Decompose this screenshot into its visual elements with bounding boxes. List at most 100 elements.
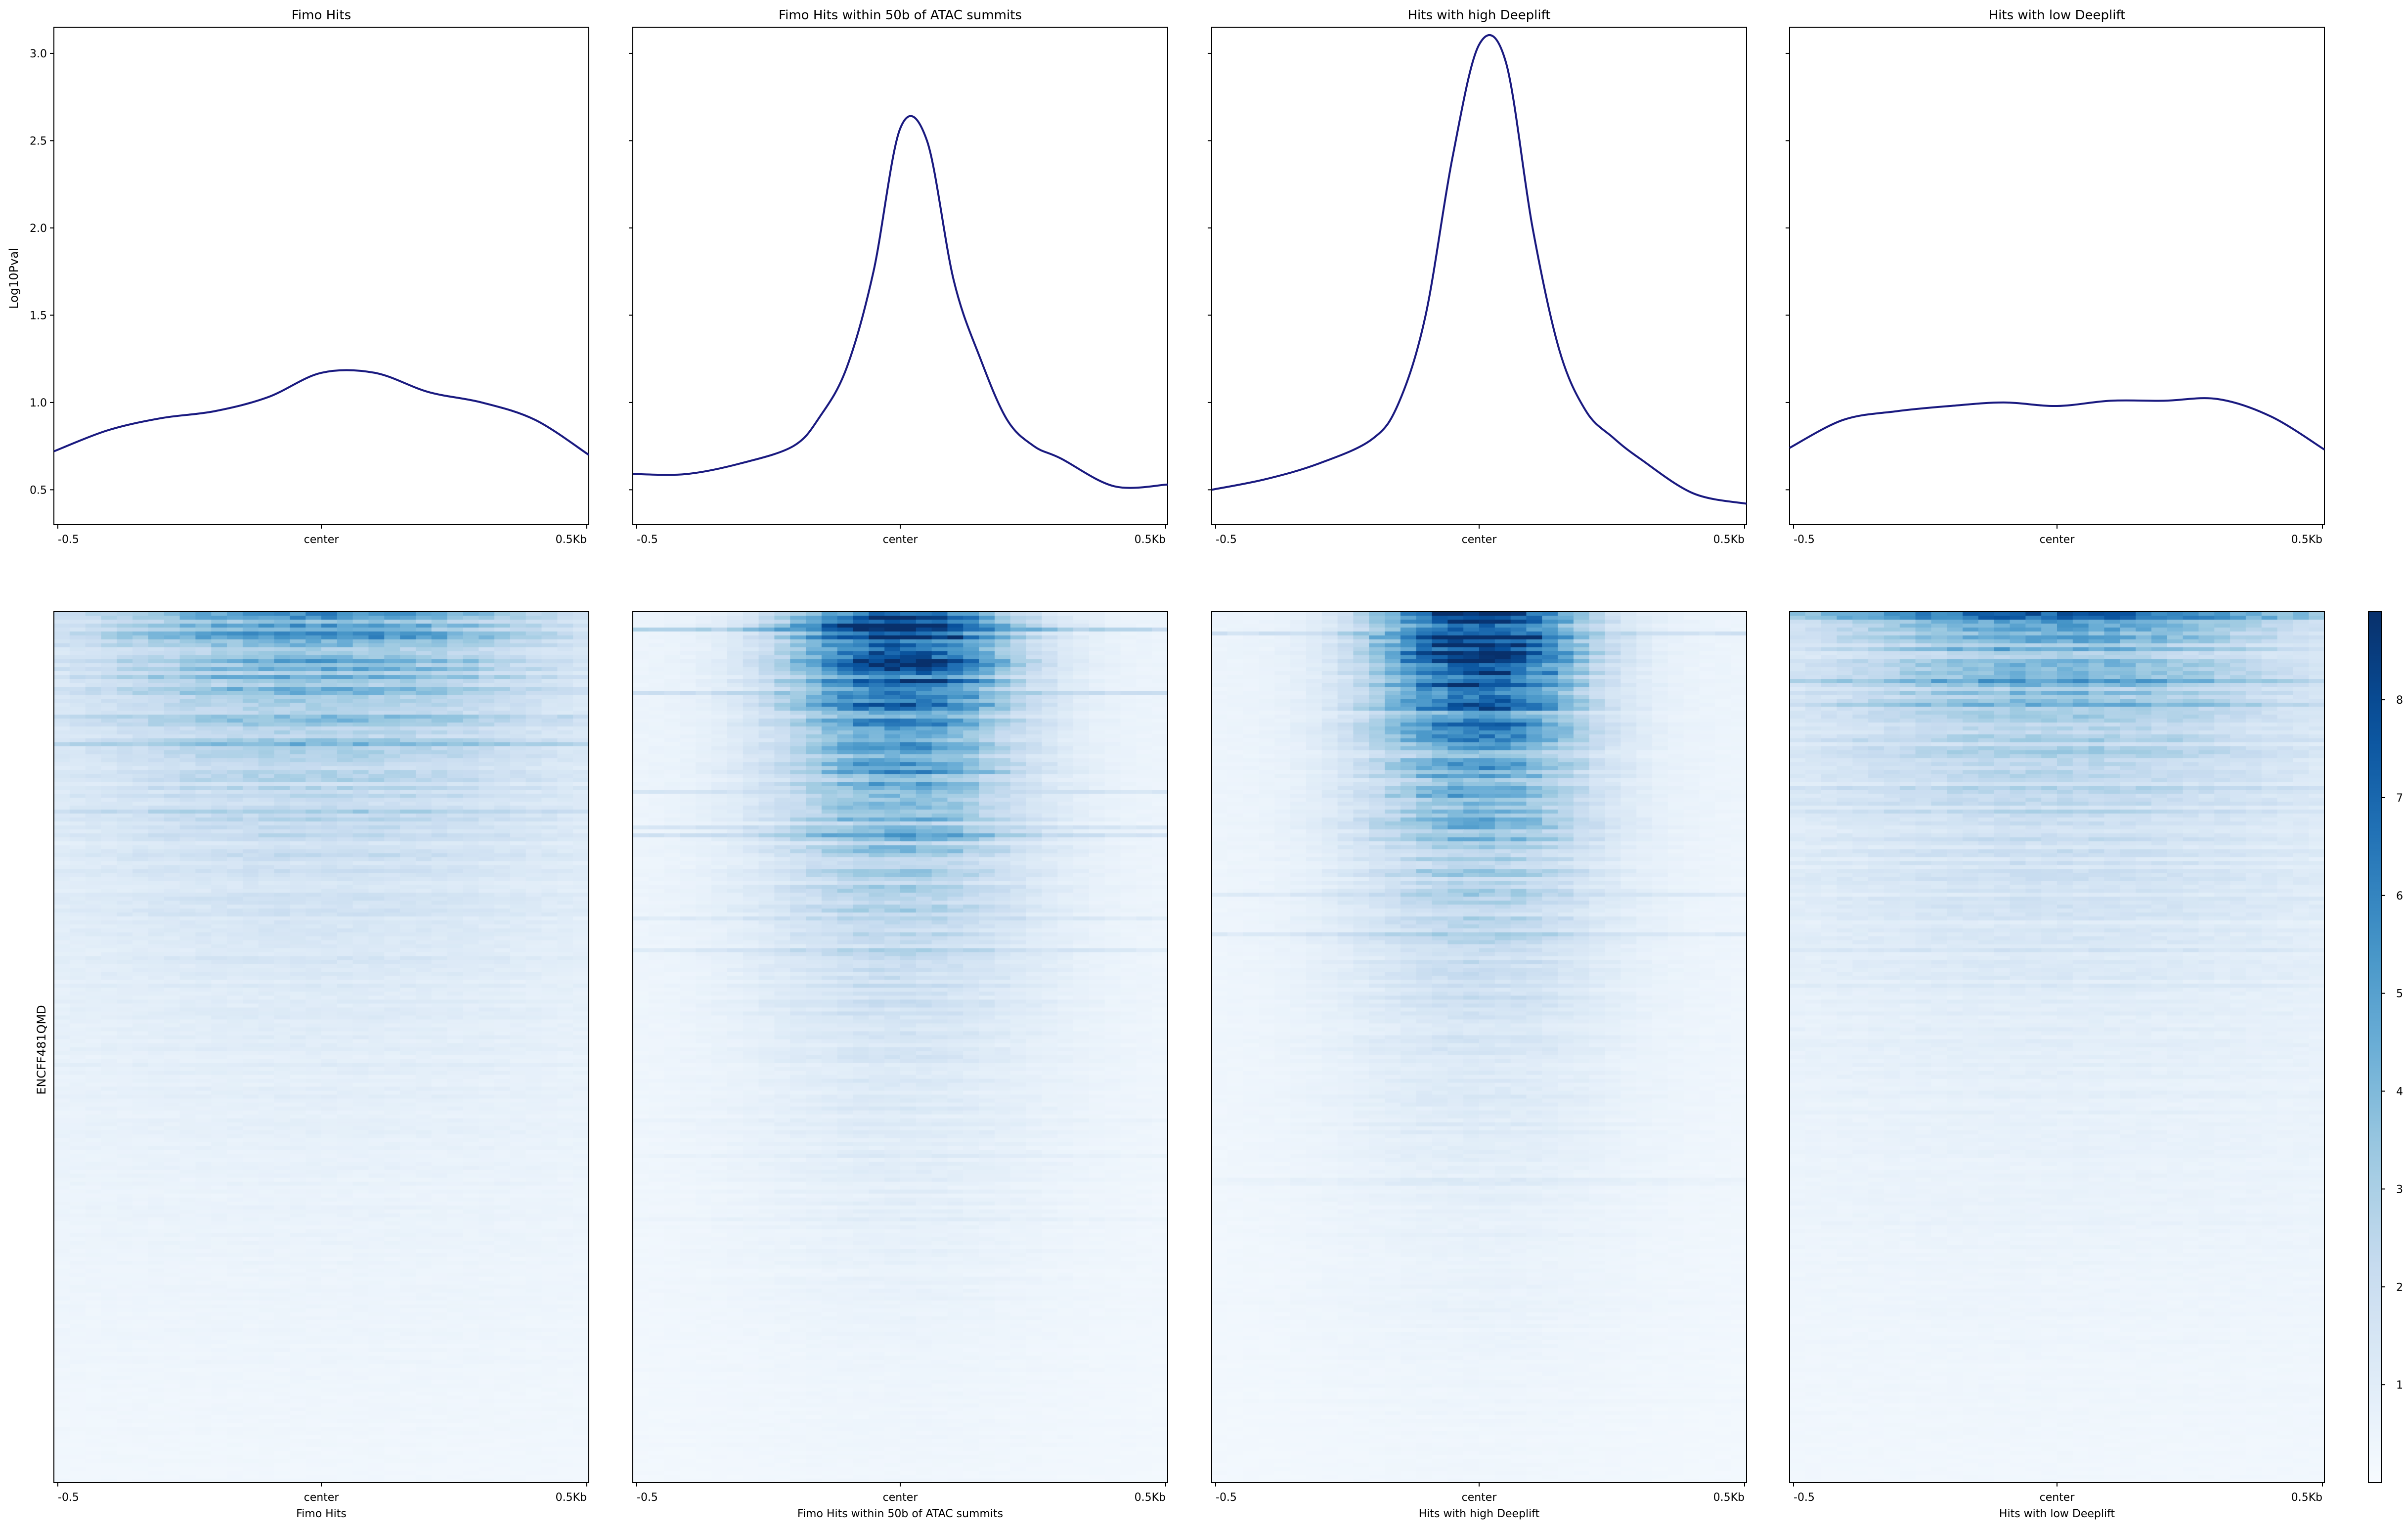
heatmap-cell <box>432 908 448 913</box>
heatmap-cell <box>416 782 432 786</box>
heatmap-cell <box>321 798 338 802</box>
heatmap-cell <box>227 849 243 854</box>
heatmap-cell <box>542 722 558 727</box>
heatmap-cell <box>463 829 479 834</box>
heatmap-cell <box>400 675 416 679</box>
heatmap-cell <box>447 881 464 885</box>
heatmap-cell <box>243 912 259 917</box>
heatmap-cell <box>86 877 102 881</box>
heatmap-cell <box>447 908 464 913</box>
heatmap-cell <box>494 695 511 699</box>
heatmap-cell <box>306 829 322 834</box>
heatmap-cell <box>510 825 526 830</box>
heatmap-cell <box>195 770 212 774</box>
heatmap-cell <box>195 802 212 806</box>
heatmap-cell <box>227 916 243 921</box>
heatmap-cell <box>148 877 165 881</box>
heatmap-cell <box>195 984 212 988</box>
heatmap-cell <box>117 956 133 960</box>
heatmap-cell <box>180 719 196 723</box>
heatmap-cell <box>306 810 322 814</box>
heatmap-cell <box>290 612 306 616</box>
heatmap-cell <box>101 730 117 735</box>
heatmap-cell <box>274 687 291 691</box>
heatmap-cell <box>479 778 495 782</box>
heatmap-cell <box>70 940 86 945</box>
heatmap-cell <box>353 719 369 723</box>
heatmap-cell <box>337 786 353 790</box>
heatmap-cell <box>463 631 479 636</box>
heatmap-cell <box>243 999 259 1004</box>
heatmap-cell <box>447 928 464 933</box>
heatmap-cell <box>243 813 259 818</box>
heatmap-cell <box>164 999 180 1004</box>
heatmap-cell <box>432 738 448 743</box>
heatmap-cell <box>321 616 338 620</box>
heatmap-cell <box>573 920 589 925</box>
heatmap-cell <box>86 865 102 869</box>
heatmap-cell <box>526 810 542 814</box>
heatmap-cell <box>86 841 102 846</box>
heatmap-cell <box>117 893 133 897</box>
heatmap-cell <box>180 873 196 877</box>
heatmap-cell <box>259 628 275 632</box>
heatmap-cell <box>243 778 259 782</box>
heatmap-cell <box>180 778 196 782</box>
heatmap-cell <box>337 707 353 711</box>
heatmap-cell <box>542 928 558 933</box>
heatmap-cell <box>243 845 259 850</box>
heatmap-cell <box>290 679 306 683</box>
heatmap-cell <box>416 671 432 676</box>
heatmap-cell <box>117 897 133 901</box>
heatmap-cell <box>321 786 338 790</box>
heatmap-cell <box>148 904 165 909</box>
heatmap-cell <box>195 869 212 873</box>
heatmap-cell <box>70 663 86 668</box>
heatmap-cell <box>416 703 432 707</box>
heatmap-cell <box>494 928 511 933</box>
heatmap-cell <box>117 651 133 656</box>
heatmap-cell <box>400 897 416 901</box>
heatmap-cell <box>86 944 102 948</box>
heatmap-cell <box>479 829 495 834</box>
heatmap-cell <box>542 738 558 743</box>
heatmap-cell <box>132 770 149 774</box>
heatmap-cell <box>148 960 165 964</box>
heatmap-cell <box>243 825 259 830</box>
heatmap-cell <box>101 635 117 640</box>
heatmap-cell <box>211 738 227 743</box>
heatmap-cell <box>416 952 432 956</box>
heatmap-cell <box>274 675 291 679</box>
heatmap-cell <box>306 639 322 644</box>
heatmap-cell <box>494 916 511 921</box>
heatmap-cell <box>447 999 464 1004</box>
heatmap-cell <box>148 952 165 956</box>
heatmap-cell <box>368 897 385 901</box>
heatmap-cell <box>274 991 291 996</box>
heatmap-cell <box>557 794 573 798</box>
heatmap-cell <box>463 916 479 921</box>
heatmap-cell <box>227 639 243 644</box>
heatmap-cell <box>384 679 400 683</box>
heatmap-cell <box>573 794 589 798</box>
heatmap-cell <box>353 861 369 865</box>
heatmap-cell <box>243 715 259 719</box>
heatmap-cell <box>542 651 558 656</box>
heatmap-cell <box>290 790 306 794</box>
heatmap-cell <box>494 691 511 695</box>
heatmap-cell <box>70 687 86 691</box>
heatmap-cell <box>243 944 259 948</box>
heatmap-cell <box>321 841 338 846</box>
heatmap-cell <box>259 960 275 964</box>
heatmap-cell <box>54 893 70 897</box>
heatmap-cell <box>211 988 227 992</box>
heatmap-cell <box>86 691 102 695</box>
heatmap-cell <box>479 691 495 695</box>
heatmap-cell <box>164 956 180 960</box>
heatmap-cell <box>353 885 369 889</box>
heatmap-cell <box>54 738 70 743</box>
heatmap-cell <box>132 849 149 854</box>
heatmap-cell <box>463 881 479 885</box>
heatmap-cell <box>432 999 448 1004</box>
heatmap-cell <box>274 881 291 885</box>
